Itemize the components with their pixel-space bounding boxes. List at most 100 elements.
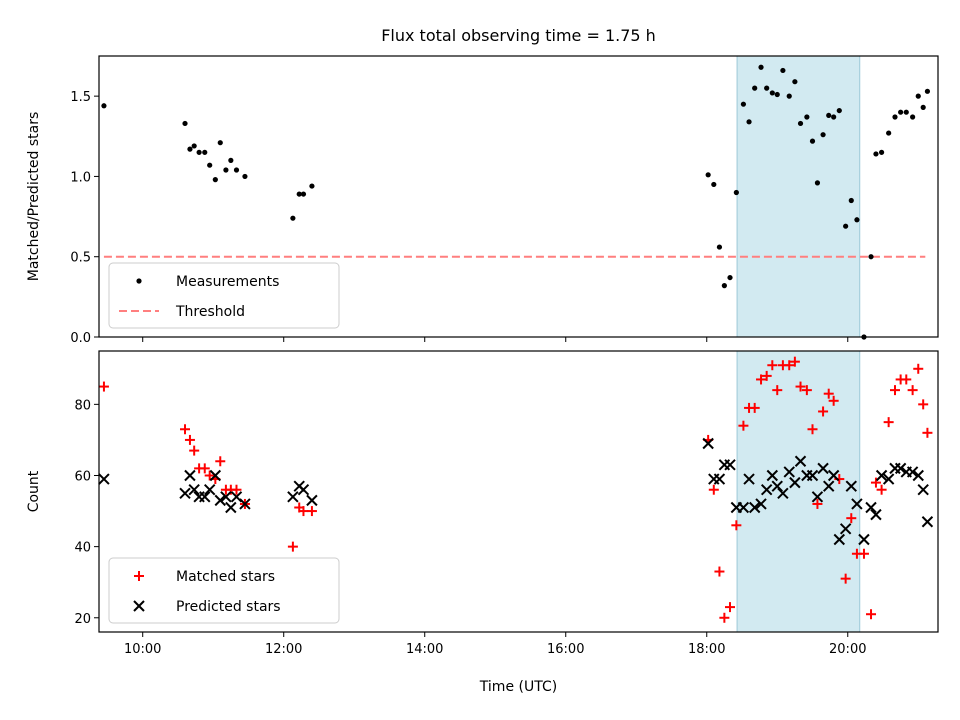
predicted-star-point	[921, 516, 934, 528]
matched-star-point	[98, 381, 109, 392]
matched-star-point	[795, 381, 806, 392]
predicted-star-point	[839, 523, 852, 535]
predicted-star-point	[188, 484, 200, 496]
predicted-star-point	[724, 459, 736, 471]
predicted-star-point	[760, 484, 773, 496]
matched-star-point	[807, 424, 818, 435]
measurement-point	[182, 120, 188, 127]
matched-star-point	[870, 477, 881, 488]
matched-star-point	[858, 548, 869, 559]
measurement-point	[705, 172, 711, 178]
predicted-star-point	[239, 498, 251, 510]
matched-star-point	[828, 395, 839, 406]
predicted-star-point	[817, 462, 829, 475]
measurement-point	[740, 101, 747, 107]
measurement-point	[826, 112, 832, 119]
predicted-star-point	[806, 469, 819, 482]
matched-star-point	[922, 427, 933, 438]
predicted-star-point	[851, 498, 863, 510]
predicted-star-point	[783, 466, 795, 478]
predicted-star-point	[912, 469, 924, 482]
y-tick-label: 40	[74, 541, 91, 556]
measurement-point	[873, 151, 879, 157]
x-tick-label: 12:00	[265, 642, 302, 657]
y-tick-label: 60	[74, 469, 91, 484]
measurement-point	[843, 223, 849, 229]
matched-star-point	[876, 484, 887, 495]
matched-star-point	[708, 484, 719, 495]
measurement-point	[910, 114, 916, 120]
matched-star-point	[738, 420, 749, 431]
legend-box	[108, 262, 340, 329]
measurement-point	[202, 149, 208, 155]
measurement-point	[727, 274, 733, 281]
matched-star-point	[199, 463, 210, 474]
x-tick-label: 14:00	[406, 642, 443, 657]
legend: Matched stars Predicted stars	[108, 557, 340, 624]
legend-measurement-marker	[136, 278, 142, 284]
matched-star-point	[215, 456, 226, 467]
measurement-point	[903, 109, 909, 115]
measurement-point	[721, 283, 727, 289]
predicted-star-point	[906, 466, 919, 478]
matched-star-point	[714, 566, 725, 577]
matched-star-point	[756, 374, 767, 385]
measurement-point	[191, 143, 197, 149]
matched-star-point	[812, 498, 823, 509]
predicted-star-point	[917, 484, 929, 496]
axes-frame	[98, 350, 939, 633]
predicted-star-point	[179, 487, 191, 499]
predicted-star-point	[203, 484, 216, 496]
matched-star-point	[189, 445, 200, 456]
matched-star-point	[913, 363, 924, 374]
highlight-span	[736, 350, 861, 633]
predicted-star-point	[297, 484, 310, 496]
measurement-point	[769, 90, 775, 96]
legend-label: Threshold	[175, 304, 245, 320]
matched-star-point	[749, 402, 760, 413]
measurement-point	[196, 149, 202, 155]
measurement-point	[924, 88, 931, 94]
measurement-point	[217, 140, 223, 146]
y-tick-label: 1.0	[70, 170, 91, 185]
predicted-star-point	[214, 494, 226, 507]
matched-star-point	[883, 417, 894, 428]
measurement-point	[774, 91, 780, 98]
predicted-star-point	[743, 473, 755, 485]
legend-label: Measurements	[176, 274, 279, 290]
measurement-point	[746, 119, 752, 125]
predicted-star-point	[755, 498, 767, 510]
predicted-star-point	[794, 455, 807, 467]
measurement-point	[886, 130, 892, 136]
predicted-star-point	[713, 473, 726, 485]
matched-star-point	[731, 520, 742, 531]
predicted-star-point	[865, 501, 877, 514]
measurement-point	[836, 107, 842, 114]
measurement-point	[733, 189, 739, 196]
matched-star-point	[918, 399, 929, 410]
legend-label: Matched stars	[176, 569, 275, 585]
measurement-point	[797, 120, 804, 127]
measurement-point	[892, 114, 898, 120]
predicted-star-point	[875, 469, 888, 482]
matched-star-point	[901, 374, 912, 385]
measurement-point	[786, 93, 792, 99]
measurement-point	[290, 215, 296, 221]
matched-star-point	[784, 360, 795, 371]
predicted-star-point	[882, 473, 895, 485]
predicted-star-point	[225, 501, 237, 514]
y-tick-label: 0.0	[70, 331, 91, 346]
measurement-point	[228, 157, 234, 163]
matched-star-point	[184, 434, 195, 445]
measurement-point	[831, 114, 837, 120]
measurement-point	[804, 114, 810, 120]
count-subplot: 20 40 60 80 10:00 12:00 14:00 16:00 18:00 20:00 Co…	[26, 350, 939, 695]
y-tick-label: 1.5	[70, 90, 91, 105]
predicted-star-point	[98, 473, 110, 485]
axes-frame	[98, 55, 939, 338]
matched-star-point	[725, 602, 736, 613]
matched-star-point	[719, 612, 730, 623]
predicted-star-point	[823, 480, 835, 492]
x-tick-label: 18:00	[688, 642, 725, 657]
matched-star-point	[840, 573, 851, 584]
